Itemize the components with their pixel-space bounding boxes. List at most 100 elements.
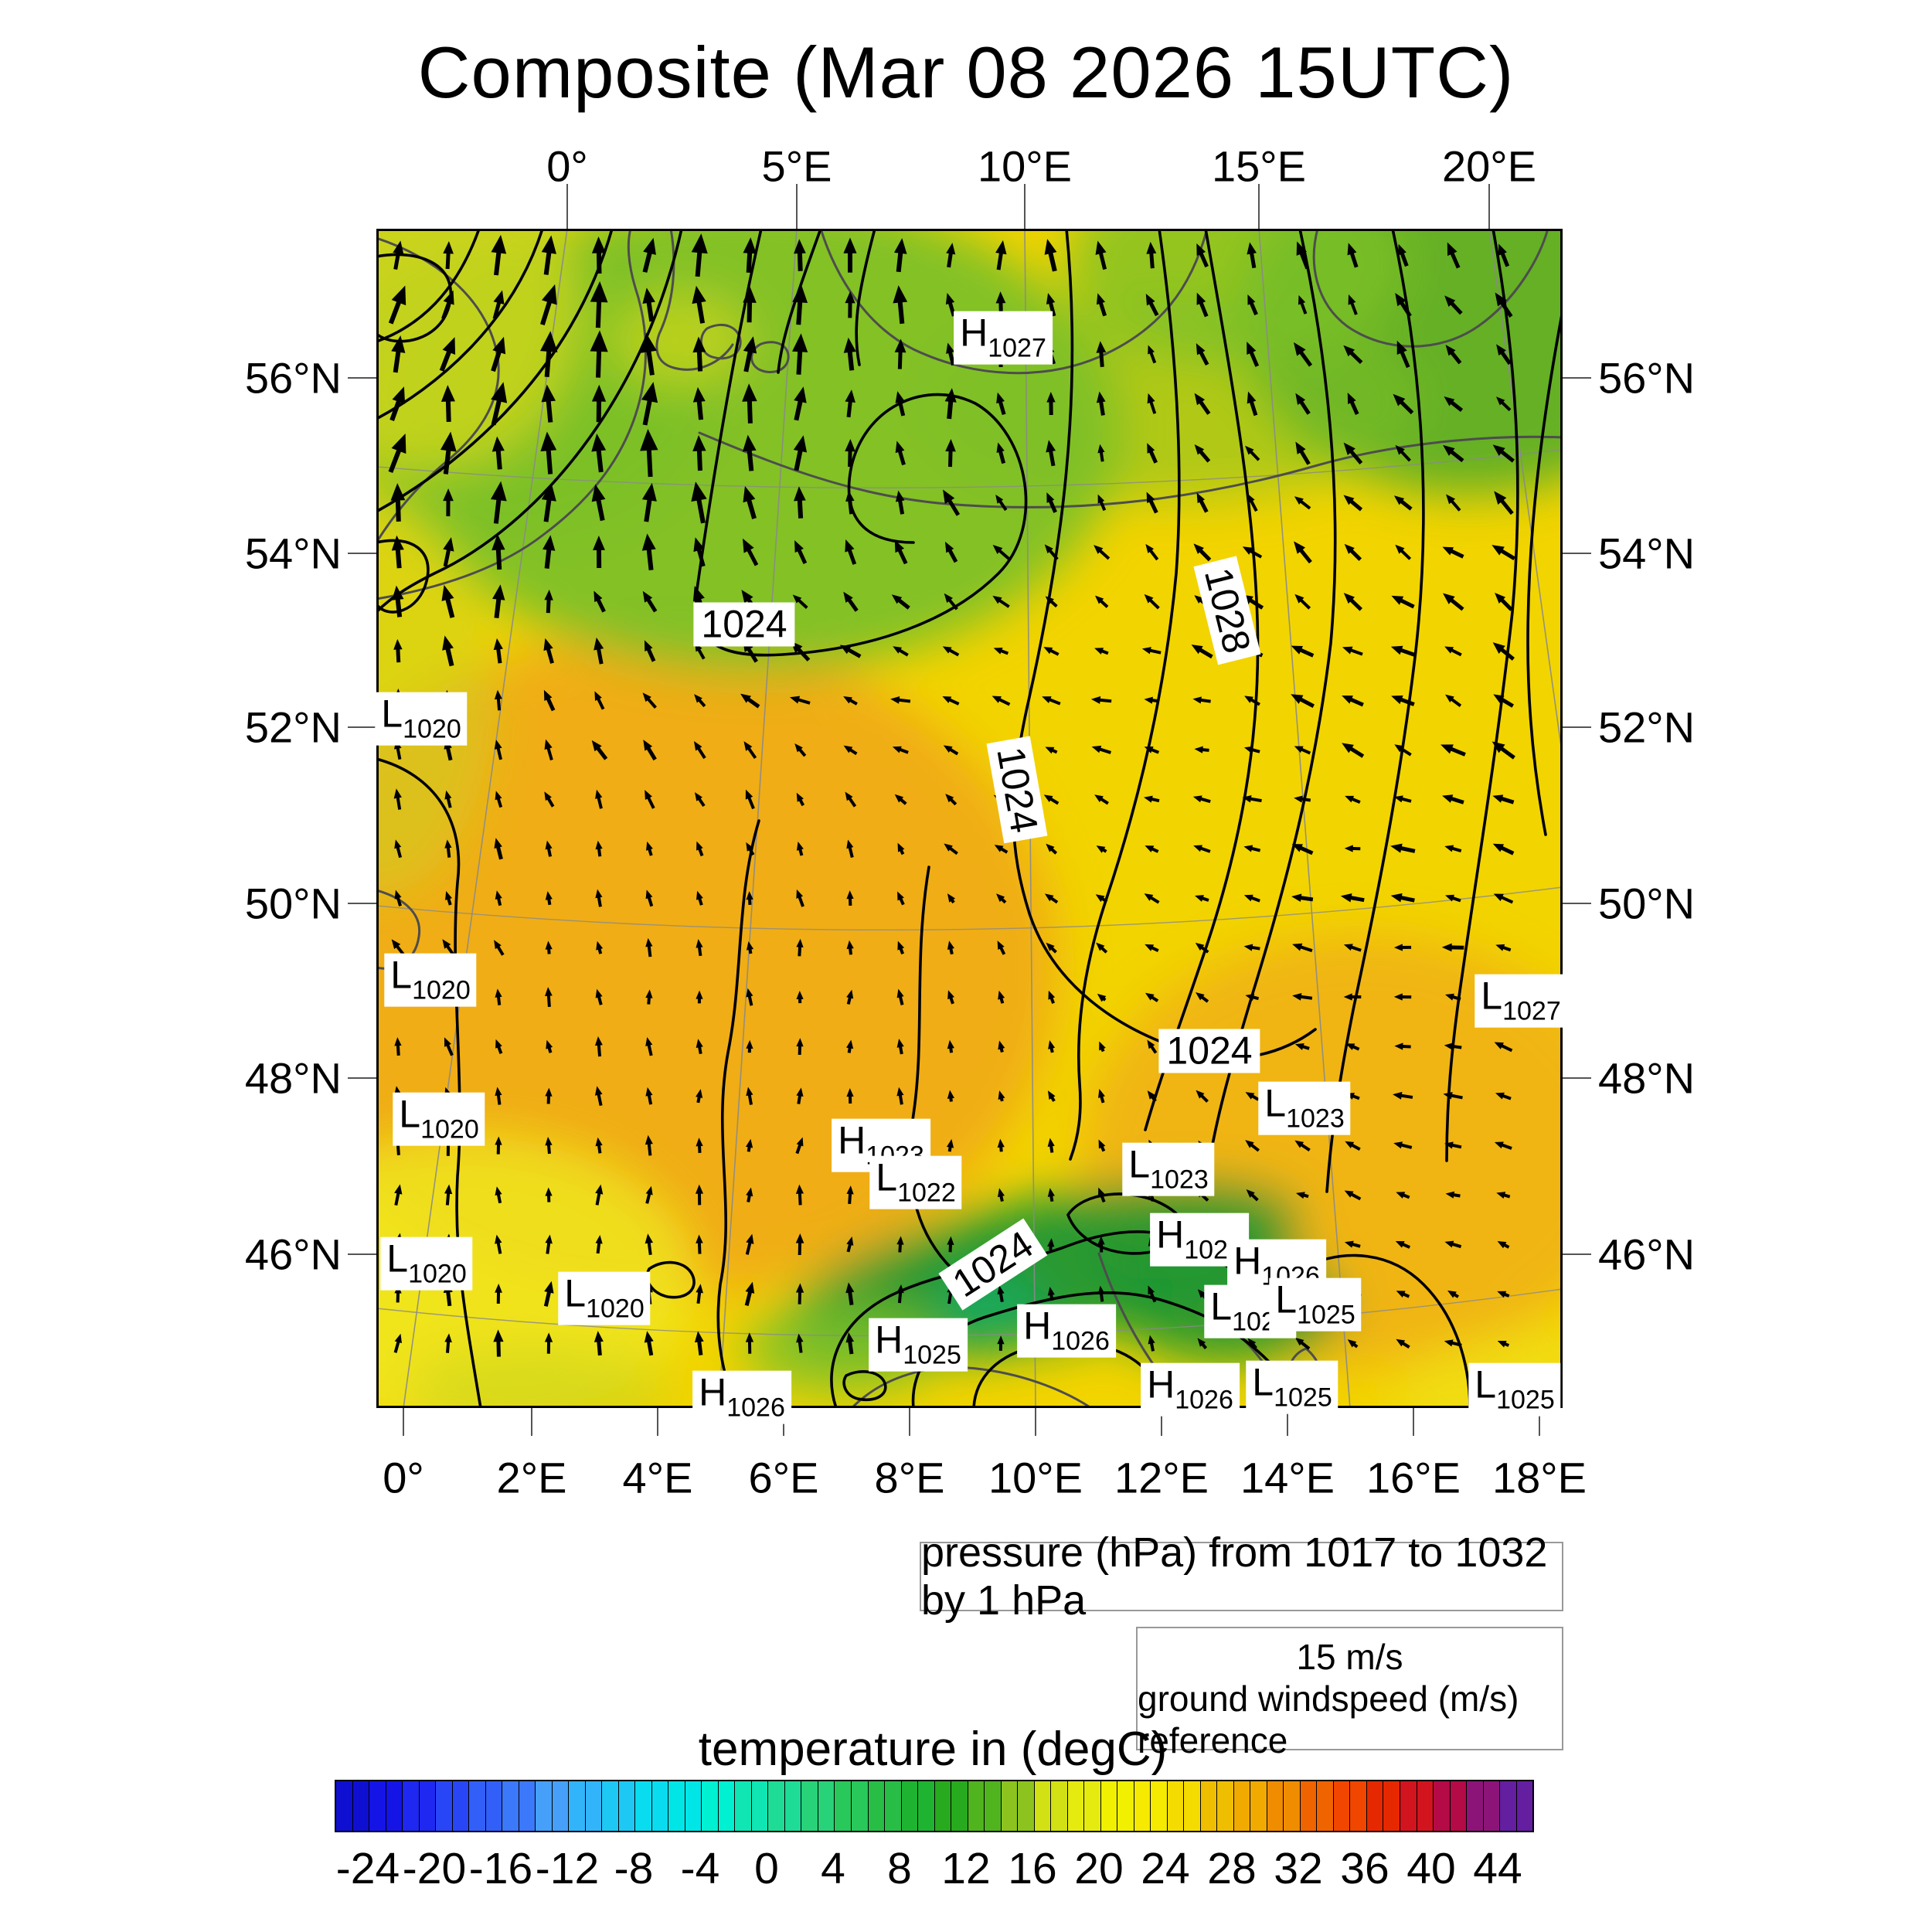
colorbar-cell xyxy=(1400,1781,1417,1831)
colorbar-cell xyxy=(552,1781,570,1831)
pressure-label-l1020: L1020 xyxy=(558,1271,651,1325)
pressure-label-h1026: H1026 xyxy=(1017,1304,1116,1358)
colorbar xyxy=(335,1780,1534,1832)
pressure-label-l1020: L1020 xyxy=(380,1236,473,1291)
pressure-letter: H xyxy=(838,1118,866,1162)
pressure-label-l1025: L1025 xyxy=(1269,1277,1362,1332)
colorbar-tick-32: 32 xyxy=(1274,1844,1323,1893)
colorbar-cell xyxy=(1184,1781,1201,1831)
colorbar-cell xyxy=(668,1781,685,1831)
colorbar-cell xyxy=(419,1781,437,1831)
colorbar-tick-4: 4 xyxy=(821,1844,845,1893)
wind-reference-description: ground windspeed (m/s) reference xyxy=(1138,1679,1519,1760)
pressure-value: 1020 xyxy=(420,1114,479,1145)
right-axis-tick xyxy=(1563,1077,1591,1079)
colorbar-cell xyxy=(618,1781,636,1831)
top-axis-label-20°E: 20°E xyxy=(1441,141,1537,191)
pressure-caption-box: pressure (hPa) from 1017 to 1032 by 1 hP… xyxy=(920,1529,1563,1624)
colorbar-cell xyxy=(1417,1781,1434,1831)
bottom-axis-tick xyxy=(1287,1408,1288,1436)
bottom-axis-label-2°E: 2°E xyxy=(496,1453,567,1502)
colorbar-cell xyxy=(1250,1781,1267,1831)
bottom-axis-tick xyxy=(657,1408,658,1436)
pressure-letter: L xyxy=(1275,1277,1298,1321)
colorbar-cell xyxy=(1500,1781,1517,1831)
contour-label-1024: 1024 xyxy=(1158,1029,1260,1073)
left-axis-label-56°N: 56°N xyxy=(244,353,342,403)
colorbar-tick-20: 20 xyxy=(1074,1844,1124,1893)
colorbar-tick--20: -20 xyxy=(402,1844,467,1893)
contour-label-1024: 1024 xyxy=(693,602,795,647)
pressure-value: 1020 xyxy=(586,1294,645,1324)
pressure-letter: H xyxy=(1156,1213,1185,1257)
pressure-label-l1020: L1020 xyxy=(375,692,468,746)
colorbar-cell xyxy=(1034,1781,1052,1831)
colorbar-cell xyxy=(1333,1781,1351,1831)
pressure-label-h1025: H1025 xyxy=(869,1318,968,1372)
colorbar-cell xyxy=(1383,1781,1400,1831)
colorbar-cell xyxy=(436,1781,453,1831)
right-axis-label-46°N: 46°N xyxy=(1598,1230,1696,1279)
colorbar-cell xyxy=(1350,1781,1367,1831)
map-image xyxy=(376,229,1563,1408)
colorbar-tick--16: -16 xyxy=(468,1844,533,1893)
colorbar-cell xyxy=(1067,1781,1085,1831)
top-axis-tick xyxy=(796,184,798,229)
pressure-value: 1023 xyxy=(1286,1104,1345,1134)
bottom-axis-label-18°E: 18°E xyxy=(1492,1453,1587,1502)
wind-reference-box: 15 m/s ground windspeed (m/s) reference xyxy=(1136,1627,1563,1760)
colorbar-cell xyxy=(1167,1781,1185,1831)
pressure-letter: H xyxy=(699,1370,727,1414)
pressure-label-l1022: L1022 xyxy=(869,1155,962,1209)
pressure-letter: L xyxy=(381,692,403,736)
colorbar-cell xyxy=(685,1781,702,1831)
pressure-letter: L xyxy=(1264,1081,1287,1125)
right-axis-tick xyxy=(1563,903,1591,904)
pressure-value: 1026 xyxy=(1175,1385,1233,1415)
pressure-label-l1020: L1020 xyxy=(384,953,477,1007)
colorbar-cell xyxy=(768,1781,785,1831)
pressure-value: 1020 xyxy=(412,975,471,1005)
left-axis-tick xyxy=(348,726,376,728)
colorbar-cell xyxy=(519,1781,536,1831)
colorbar-tick-28: 28 xyxy=(1207,1844,1257,1893)
pressure-letter: L xyxy=(1475,1362,1497,1406)
left-axis-tick xyxy=(348,377,376,379)
pressure-letter: L xyxy=(564,1271,587,1315)
plot-title: Composite (Mar 08 2026 15UTC) xyxy=(417,32,1515,113)
pressure-letter: H xyxy=(1023,1304,1052,1348)
colorbar-cell xyxy=(951,1781,968,1831)
colorbar-cell xyxy=(469,1781,486,1831)
colorbar-cell xyxy=(934,1781,952,1831)
colorbar-tick--12: -12 xyxy=(535,1844,600,1893)
pressure-letter: L xyxy=(390,953,413,997)
top-axis-tick xyxy=(1258,184,1260,229)
bottom-axis-label-0°: 0° xyxy=(383,1453,424,1502)
right-axis-label-52°N: 52°N xyxy=(1598,702,1696,752)
colorbar-cell xyxy=(1267,1781,1284,1831)
left-axis-label-46°N: 46°N xyxy=(244,1230,342,1279)
right-axis-tick xyxy=(1563,377,1591,379)
colorbar-tick-24: 24 xyxy=(1141,1844,1190,1893)
pressure-letter: H xyxy=(960,311,988,355)
colorbar-cell xyxy=(1483,1781,1501,1831)
pressure-letter: L xyxy=(1128,1142,1151,1186)
pressure-value: 1023 xyxy=(1150,1165,1209,1195)
pressure-letter: L xyxy=(1481,974,1503,1018)
pressure-value: 1027 xyxy=(1502,996,1561,1026)
colorbar-cell xyxy=(868,1781,886,1831)
colorbar-cell xyxy=(735,1781,752,1831)
colorbar-cell xyxy=(968,1781,985,1831)
colorbar-cell xyxy=(585,1781,603,1831)
right-axis-label-54°N: 54°N xyxy=(1598,529,1696,578)
top-axis-label-10°E: 10°E xyxy=(977,141,1073,191)
colorbar-tick-44: 44 xyxy=(1473,1844,1522,1893)
colorbar-cell xyxy=(1018,1781,1035,1831)
wind-reference-speed: 15 m/s xyxy=(1296,1637,1403,1677)
colorbar-cell xyxy=(536,1781,553,1831)
colorbar-cell xyxy=(1051,1781,1068,1831)
top-axis-tick xyxy=(1488,184,1490,229)
colorbar-tick-0: 0 xyxy=(754,1844,779,1893)
colorbar-cell xyxy=(851,1781,869,1831)
colorbar-tick--24: -24 xyxy=(335,1844,400,1893)
